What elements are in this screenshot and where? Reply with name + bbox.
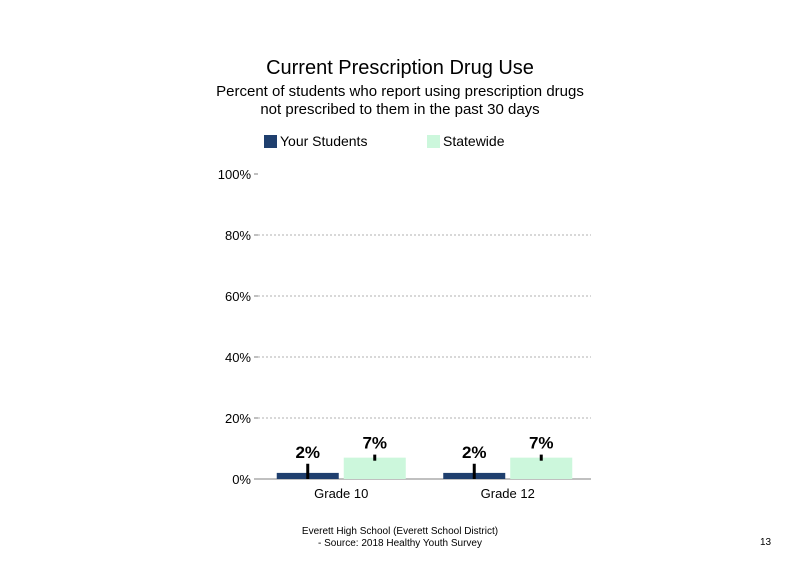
chart-subtitle-line-2: not prescribed to them in the past 30 da…	[260, 101, 540, 118]
legend-label-statewide: Statewide	[443, 133, 505, 149]
legend-label-your-students: Your Students	[280, 133, 368, 149]
data-label: 7%	[529, 434, 554, 453]
legend-item-statewide: Statewide	[427, 133, 504, 149]
data-label: 7%	[362, 434, 387, 453]
y-tick-label: 80%	[225, 228, 251, 243]
data-label: 2%	[462, 443, 487, 462]
legend-swatch-statewide	[427, 134, 440, 148]
data-label: 2%	[295, 443, 320, 462]
legend-item-your-students: Your Students	[264, 133, 367, 149]
x-tick-label: Grade 12	[481, 486, 535, 501]
footer-school: Everett High School (Everett School Dist…	[301, 526, 499, 537]
footer: Everett High School (Everett School Dist…	[0, 526, 800, 550]
chart-subtitle-line-1: Percent of students who report using pre…	[216, 83, 584, 100]
y-tick-label: 60%	[225, 289, 251, 304]
chart-title: Current Prescription Drug Use	[266, 57, 534, 79]
page-number: 13	[760, 537, 772, 548]
y-tick-label: 100%	[218, 167, 252, 182]
legend-swatch-your-students	[264, 134, 277, 148]
bar	[343, 457, 406, 479]
y-tick-label: 20%	[225, 411, 251, 426]
y-tick-label: 0%	[232, 472, 251, 487]
y-tick-label: 40%	[225, 350, 251, 365]
bar	[510, 457, 573, 479]
chart-subtitle: Percent of students who report using pre…	[0, 83, 800, 119]
footer-source: - Source: 2018 Healthy Youth Survey	[318, 538, 482, 549]
x-tick-label: Grade 10	[314, 486, 368, 501]
